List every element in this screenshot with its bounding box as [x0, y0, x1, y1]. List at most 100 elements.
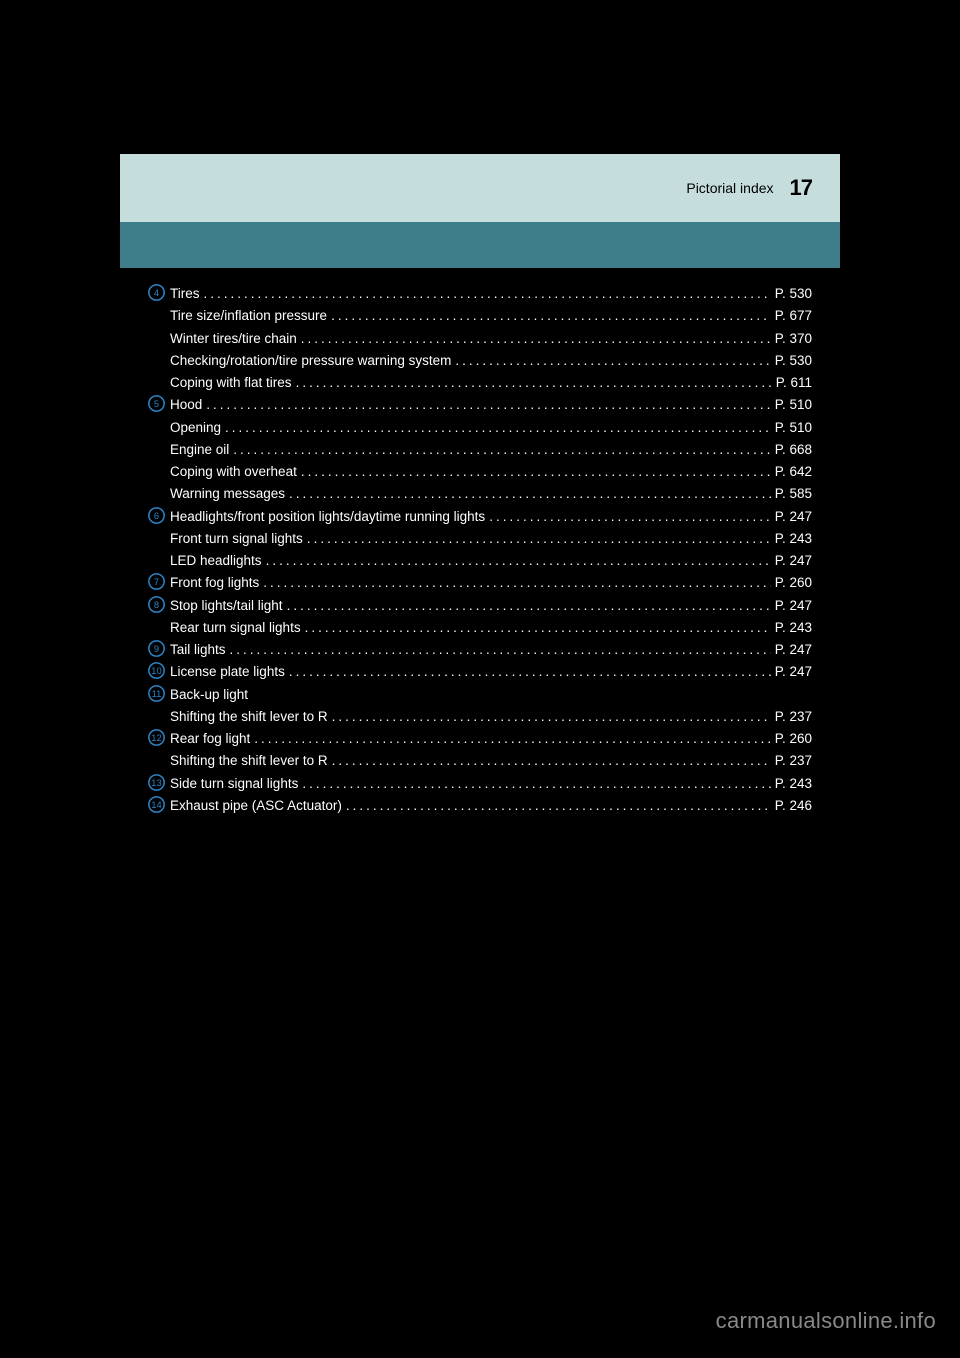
leader-dots [332, 707, 771, 727]
page-ref: P. 243 [775, 774, 812, 794]
entry-line: Exhaust pipe (ASC Actuator) P. 246 [170, 796, 812, 816]
page-ref: P. 260 [775, 573, 812, 593]
entry-line: OpeningP. 510 [170, 418, 812, 438]
page-ref: P. 668 [775, 440, 812, 460]
entry-line: Shifting the shift lever to RP. 237 [170, 751, 812, 771]
leader-dots [346, 796, 771, 816]
section-title: Pictorial index [686, 180, 773, 196]
leader-dots [289, 662, 771, 682]
entry-text: Checking/rotation/tire pressure warning … [170, 351, 451, 371]
page-ref: P. 247 [775, 596, 812, 616]
svg-text:12: 12 [151, 733, 161, 743]
page-number: 17 [790, 175, 812, 201]
circled-number-icon: 7 [148, 573, 165, 590]
svg-text:5: 5 [154, 399, 159, 409]
leader-dots [263, 573, 770, 593]
index-sub-entry: Shifting the shift lever to R P. 237 [148, 707, 812, 727]
circled-number-icon: 11 [148, 685, 165, 702]
entry-text: Exhaust pipe (ASC Actuator) [170, 796, 342, 816]
svg-text:13: 13 [151, 777, 161, 787]
entry-line: Tire size/inflation pressure P. 677 [170, 306, 812, 326]
page-ref: P. 677 [775, 306, 812, 326]
index-sub-entry: Checking/rotation/tire pressure warning … [148, 351, 812, 371]
entry-line: Back-up light [170, 685, 812, 705]
entry-text: Winter tires/tire chain [170, 329, 297, 349]
svg-text:11: 11 [152, 688, 162, 698]
index-sub-entry: LED headlightsP. 247 [148, 551, 812, 571]
entry-line: Coping with overheatP. 642 [170, 462, 812, 482]
circled-number-icon: 8 [148, 596, 165, 613]
page-ref: P. 611 [776, 373, 812, 393]
index-sub-entry: Front turn signal lightsP. 243 [148, 529, 812, 549]
svg-text:4: 4 [154, 288, 159, 298]
page-ref: P. 370 [775, 329, 812, 349]
svg-text:6: 6 [154, 510, 159, 520]
entry-text: Shifting the shift lever to R [170, 707, 328, 727]
leader-dots [233, 440, 770, 460]
entry-text: Hood [170, 395, 202, 415]
page-ref: P. 585 [775, 484, 812, 504]
index-entry: 13 Side turn signal lights P. 243 [148, 774, 812, 794]
index-entry: 10 License plate lightsP. 247 [148, 662, 812, 682]
leader-dots [204, 284, 771, 304]
index-entry: 9 Tail lightsP. 247 [148, 640, 812, 660]
entry-line: Winter tires/tire chain P. 370 [170, 329, 812, 349]
entry-line: Shifting the shift lever to R P. 237 [170, 707, 812, 727]
index-sub-entry: Warning messagesP. 585 [148, 484, 812, 504]
entry-line: Rear turn signal lightsP. 243 [170, 618, 812, 638]
circled-number-icon: 10 [148, 662, 165, 679]
entry-text: Engine oil [170, 440, 229, 460]
page-ref: P. 510 [775, 395, 812, 415]
svg-text:7: 7 [154, 577, 159, 587]
leader-dots [254, 729, 770, 749]
svg-text:8: 8 [154, 599, 159, 609]
index-entry: 7 Front fog lightsP. 260 [148, 573, 812, 593]
page-ref: P. 246 [775, 796, 812, 816]
svg-text:10: 10 [151, 666, 161, 676]
entry-line: Coping with flat tiresP. 611 [170, 373, 812, 393]
page-ref: P. 247 [775, 551, 812, 571]
entry-line: Front turn signal lightsP. 243 [170, 529, 812, 549]
header-dark-band [120, 222, 840, 268]
entry-text: Side turn signal lights [170, 774, 298, 794]
leader-dots [331, 306, 771, 326]
leader-dots [307, 529, 771, 549]
circled-number-icon: 6 [148, 507, 165, 524]
leader-dots [489, 507, 771, 527]
index-sub-entry: Rear turn signal lightsP. 243 [148, 618, 812, 638]
index-entry: 8 Stop lights/tail lightP. 247 [148, 596, 812, 616]
entry-line: License plate lightsP. 247 [170, 662, 812, 682]
index-entry: 4 TiresP. 530 [148, 284, 812, 304]
leader-dots [206, 395, 770, 415]
index-entry: 11 Back-up light [148, 685, 812, 705]
page-ref: P. 260 [775, 729, 812, 749]
page-ref: P. 247 [775, 662, 812, 682]
entry-line: Engine oil P. 668 [170, 440, 812, 460]
entry-line: Front fog lightsP. 260 [170, 573, 812, 593]
index-sub-entry: Winter tires/tire chain P. 370 [148, 329, 812, 349]
page-ref: P. 237 [775, 707, 812, 727]
page-ref: P. 243 [775, 618, 812, 638]
leader-dots [225, 418, 771, 438]
entry-text: Tires [170, 284, 200, 304]
entry-text: Tire size/inflation pressure [170, 306, 327, 326]
entry-text: Headlights/front position lights/daytime… [170, 507, 485, 527]
index-sub-entry: Coping with flat tiresP. 611 [148, 373, 812, 393]
circled-number-icon: 13 [148, 774, 165, 791]
entry-text: Front turn signal lights [170, 529, 303, 549]
index-entry: 12 Rear fog lightP. 260 [148, 729, 812, 749]
header-light-band: Pictorial index 17 [120, 154, 840, 222]
page-ref: P. 247 [775, 507, 812, 527]
entry-text: Coping with overheat [170, 462, 297, 482]
page-ref: P. 237 [775, 751, 812, 771]
index-content: 4 TiresP. 530Tire size/inflation pressur… [120, 268, 840, 816]
svg-text:9: 9 [154, 644, 159, 654]
entry-text: Tail lights [170, 640, 226, 660]
page-ref: P. 530 [775, 351, 812, 371]
leader-dots [287, 596, 771, 616]
leader-dots [455, 351, 770, 371]
page-container: Pictorial index 17 4 TiresP. 530Tire siz… [120, 154, 840, 818]
entry-line: TiresP. 530 [170, 284, 812, 304]
entry-line: Side turn signal lights P. 243 [170, 774, 812, 794]
entry-line: Warning messagesP. 585 [170, 484, 812, 504]
